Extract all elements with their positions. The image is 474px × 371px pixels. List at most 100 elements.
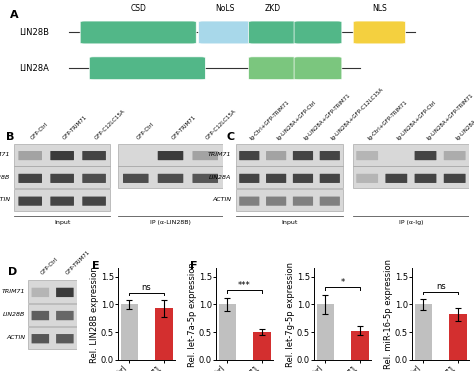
FancyBboxPatch shape <box>319 174 340 183</box>
Y-axis label: Rel. miR-16-5p expression: Rel. miR-16-5p expression <box>384 259 393 369</box>
Text: ACTIN: ACTIN <box>212 197 231 202</box>
Text: GFP-TRIM71: GFP-TRIM71 <box>62 115 89 141</box>
Bar <box>253 332 271 360</box>
Text: F: F <box>190 261 198 271</box>
Bar <box>351 331 369 360</box>
Bar <box>236 167 343 188</box>
FancyBboxPatch shape <box>356 151 378 160</box>
FancyBboxPatch shape <box>356 174 378 183</box>
Text: IP (α-Ig): IP (α-Ig) <box>399 220 423 225</box>
FancyBboxPatch shape <box>293 197 313 206</box>
FancyBboxPatch shape <box>158 174 183 183</box>
Text: Ig-Ctrl+GFP-TRIM71: Ig-Ctrl+GFP-TRIM71 <box>367 99 409 141</box>
FancyBboxPatch shape <box>50 174 74 183</box>
Text: GFP-C12LC15A: GFP-C12LC15A <box>94 109 127 141</box>
Bar <box>14 144 110 165</box>
Text: GFP-C12LC15A: GFP-C12LC15A <box>205 109 237 141</box>
Text: GFP-Ctrl: GFP-Ctrl <box>30 122 49 141</box>
FancyBboxPatch shape <box>239 174 259 183</box>
FancyBboxPatch shape <box>192 151 218 160</box>
FancyBboxPatch shape <box>293 174 313 183</box>
Text: LIN28B: LIN28B <box>3 312 26 317</box>
Text: Ig-LIN28A+GFP-Ctrl: Ig-LIN28A+GFP-Ctrl <box>276 100 318 141</box>
Bar <box>14 189 110 211</box>
Text: Ig-LIN28A+GFP-C12LC15A: Ig-LIN28A+GFP-C12LC15A <box>455 86 474 141</box>
FancyBboxPatch shape <box>18 151 42 160</box>
Bar <box>219 305 236 360</box>
Text: B: B <box>6 132 14 142</box>
Bar <box>236 189 343 211</box>
Text: CSD: CSD <box>130 4 146 13</box>
Text: A: A <box>9 10 18 20</box>
Bar <box>317 305 334 360</box>
FancyBboxPatch shape <box>266 151 286 160</box>
FancyBboxPatch shape <box>415 174 437 183</box>
FancyBboxPatch shape <box>319 151 340 160</box>
Text: Ig-LIN28A+GFP-C12LC15A: Ig-LIN28A+GFP-C12LC15A <box>330 86 384 141</box>
Text: NLS: NLS <box>372 4 387 13</box>
FancyBboxPatch shape <box>444 151 465 160</box>
FancyBboxPatch shape <box>50 197 74 206</box>
FancyBboxPatch shape <box>56 288 73 297</box>
FancyBboxPatch shape <box>56 311 73 320</box>
Text: IP (α-LIN28B): IP (α-LIN28B) <box>150 220 191 225</box>
Text: TRIM71: TRIM71 <box>0 152 10 157</box>
Text: LIN28B: LIN28B <box>0 174 10 180</box>
FancyBboxPatch shape <box>32 311 49 320</box>
Text: ACTIN: ACTIN <box>0 197 10 202</box>
Text: Input: Input <box>54 220 70 225</box>
Text: GFP-Ctrl: GFP-Ctrl <box>136 122 155 141</box>
FancyBboxPatch shape <box>32 334 49 344</box>
FancyBboxPatch shape <box>32 288 49 297</box>
FancyBboxPatch shape <box>18 197 42 206</box>
Text: Ig-LIN28A+GFP-Ctrl: Ig-LIN28A+GFP-Ctrl <box>396 100 438 141</box>
Text: LIN28A: LIN28A <box>19 64 49 73</box>
FancyBboxPatch shape <box>294 57 342 80</box>
Text: LIN28B: LIN28B <box>19 28 49 37</box>
FancyBboxPatch shape <box>266 197 286 206</box>
Text: ZKD: ZKD <box>264 4 281 13</box>
Bar <box>449 315 467 360</box>
Bar <box>236 144 343 165</box>
FancyBboxPatch shape <box>82 197 106 206</box>
Text: TRIM71: TRIM71 <box>208 152 231 157</box>
FancyBboxPatch shape <box>293 151 313 160</box>
FancyBboxPatch shape <box>123 174 148 183</box>
FancyBboxPatch shape <box>415 151 437 160</box>
Text: Ig-LIN28A+GFP-TRIM71: Ig-LIN28A+GFP-TRIM71 <box>303 93 352 141</box>
FancyBboxPatch shape <box>239 151 259 160</box>
FancyBboxPatch shape <box>199 21 251 44</box>
Text: GFP-TRIM71: GFP-TRIM71 <box>171 115 197 141</box>
FancyBboxPatch shape <box>248 21 296 44</box>
FancyBboxPatch shape <box>294 21 342 44</box>
Text: ns: ns <box>142 283 152 292</box>
FancyBboxPatch shape <box>266 174 286 183</box>
FancyBboxPatch shape <box>248 57 296 80</box>
FancyBboxPatch shape <box>158 151 183 160</box>
Bar <box>353 167 469 188</box>
Text: C: C <box>227 132 235 142</box>
FancyBboxPatch shape <box>50 151 74 160</box>
Bar <box>28 303 77 326</box>
Text: *: * <box>340 278 345 287</box>
FancyBboxPatch shape <box>353 21 406 44</box>
FancyBboxPatch shape <box>89 57 205 80</box>
Text: Input: Input <box>282 220 298 225</box>
Bar <box>28 326 77 349</box>
Bar <box>28 280 77 303</box>
Bar <box>14 167 110 188</box>
FancyBboxPatch shape <box>82 174 106 183</box>
Bar <box>155 308 173 360</box>
FancyBboxPatch shape <box>80 21 196 44</box>
Text: Ig-LIN28A+GFP-TRIM71: Ig-LIN28A+GFP-TRIM71 <box>426 93 474 141</box>
Y-axis label: Rel. let-7g-5p expression: Rel. let-7g-5p expression <box>286 262 295 367</box>
Text: E: E <box>92 261 100 271</box>
Bar <box>118 144 223 165</box>
Y-axis label: Rel. LIN28B expression: Rel. LIN28B expression <box>90 266 99 362</box>
FancyBboxPatch shape <box>18 174 42 183</box>
Text: LIN28A: LIN28A <box>209 174 231 180</box>
FancyBboxPatch shape <box>192 174 218 183</box>
FancyBboxPatch shape <box>319 197 340 206</box>
Text: TRIM71: TRIM71 <box>2 289 26 293</box>
Bar <box>415 305 432 360</box>
